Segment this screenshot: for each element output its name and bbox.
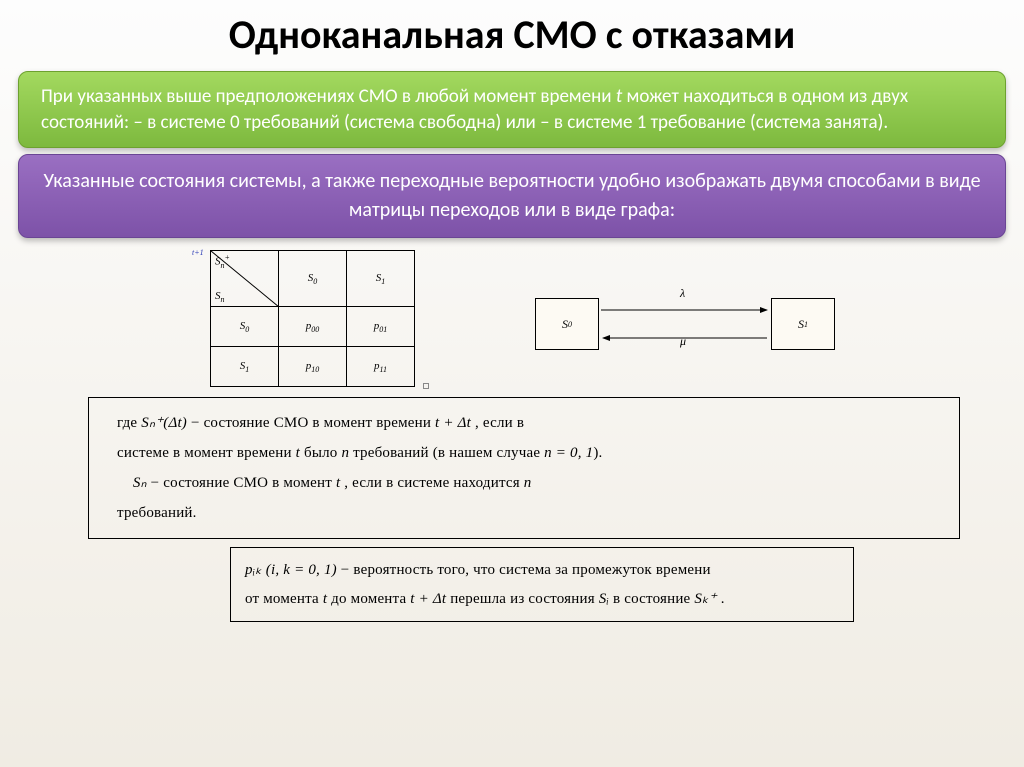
d2-2d: t + Δt (410, 591, 446, 607)
matrix-col-0: S0 (279, 251, 347, 307)
purple-callout: Указанные состояния системы, а также пер… (18, 154, 1006, 238)
d1-1e: , если в (471, 415, 524, 431)
matrix-cell-00: p00 (279, 307, 347, 347)
desc1-line2: системе в момент времени t было n требов… (117, 438, 945, 468)
anchor-square-icon (423, 383, 429, 389)
d2-2a: от момента (245, 591, 323, 607)
matrix-outer-label: t+1 (192, 248, 204, 257)
d1-2d: n (341, 445, 349, 461)
state-graph: S0 S1 λ μ (535, 280, 835, 370)
graph-node-s0: S0 (535, 298, 599, 350)
d1-2f: n = 0, 1 (544, 445, 593, 461)
matrix-row-1: S1 (211, 347, 279, 387)
diagrams-row: t+1 Sn+ Sn S0 S1 S0 p00 p01 S1 p10 p11 (0, 250, 1024, 387)
d1-3a: Sₙ (133, 475, 147, 491)
desc1-line4: требований. (117, 498, 945, 528)
green-callout: При указанных выше предположениях СМО в … (18, 71, 1006, 148)
d2-2e: перешла из состояния (446, 591, 599, 607)
d1-1c: − состояние СМО в момент времени (187, 415, 435, 431)
d1-1a: где (117, 415, 141, 431)
description-box-2: pᵢₖ (i, k = 0, 1) − вероятность того, чт… (230, 547, 854, 622)
d1-1b: Sₙ⁺(Δt) (141, 415, 187, 431)
matrix-row-0: S0 (211, 307, 279, 347)
desc2-line1: pᵢₖ (i, k = 0, 1) − вероятность того, чт… (245, 556, 839, 585)
transition-matrix: t+1 Sn+ Sn S0 S1 S0 p00 p01 S1 p10 p11 (210, 250, 415, 387)
d1-2a: системе в момент времени (117, 445, 296, 461)
d2-2i: . (717, 591, 725, 607)
d1-1d: t + Δt (435, 415, 471, 431)
matrix-cell-11: p11 (347, 347, 415, 387)
d1-3b: − состояние СМО в момент (147, 475, 336, 491)
d1-2e: требований (в нашем случае (349, 445, 544, 461)
edge-label-mu: μ (680, 334, 686, 349)
matrix-col-1: S1 (347, 251, 415, 307)
description-box-1: где Sₙ⁺(Δt) − состояние СМО в момент вре… (88, 397, 960, 539)
green-text-1: При указанных выше предположениях СМО в … (41, 85, 616, 108)
matrix-cell-10: p10 (279, 347, 347, 387)
edge-label-lambda: λ (680, 286, 685, 301)
purple-text: Указанные состояния системы, а также пер… (43, 169, 980, 222)
graph-node-s1: S1 (771, 298, 835, 350)
d2-1a: pᵢₖ (i, k = 0, 1) (245, 562, 337, 578)
desc1-line3: Sₙ − состояние СМО в момент t , если в с… (117, 468, 945, 498)
desc1-line1: где Sₙ⁺(Δt) − состояние СМО в момент вре… (117, 408, 945, 438)
matrix-cell-01: p01 (347, 307, 415, 347)
d1-2g: ). (593, 445, 602, 461)
desc2-line2: от момента t до момента t + Δt перешла и… (245, 585, 839, 614)
d1-2c: было (300, 445, 341, 461)
d2-2h: Sₖ⁺ (694, 591, 716, 607)
slide-title: Одноканальная СМО с отказами (0, 0, 1024, 65)
matrix-corner-cell: Sn+ Sn (211, 251, 279, 307)
d2-1b: − вероятность того, что система за проме… (337, 562, 711, 578)
d2-2c: до момента (327, 591, 410, 607)
d2-2f: Sᵢ (599, 591, 609, 607)
d1-3d: , если в системе находится (340, 475, 523, 491)
d2-2g: в состояние (609, 591, 694, 607)
d1-3e: n (524, 475, 532, 491)
